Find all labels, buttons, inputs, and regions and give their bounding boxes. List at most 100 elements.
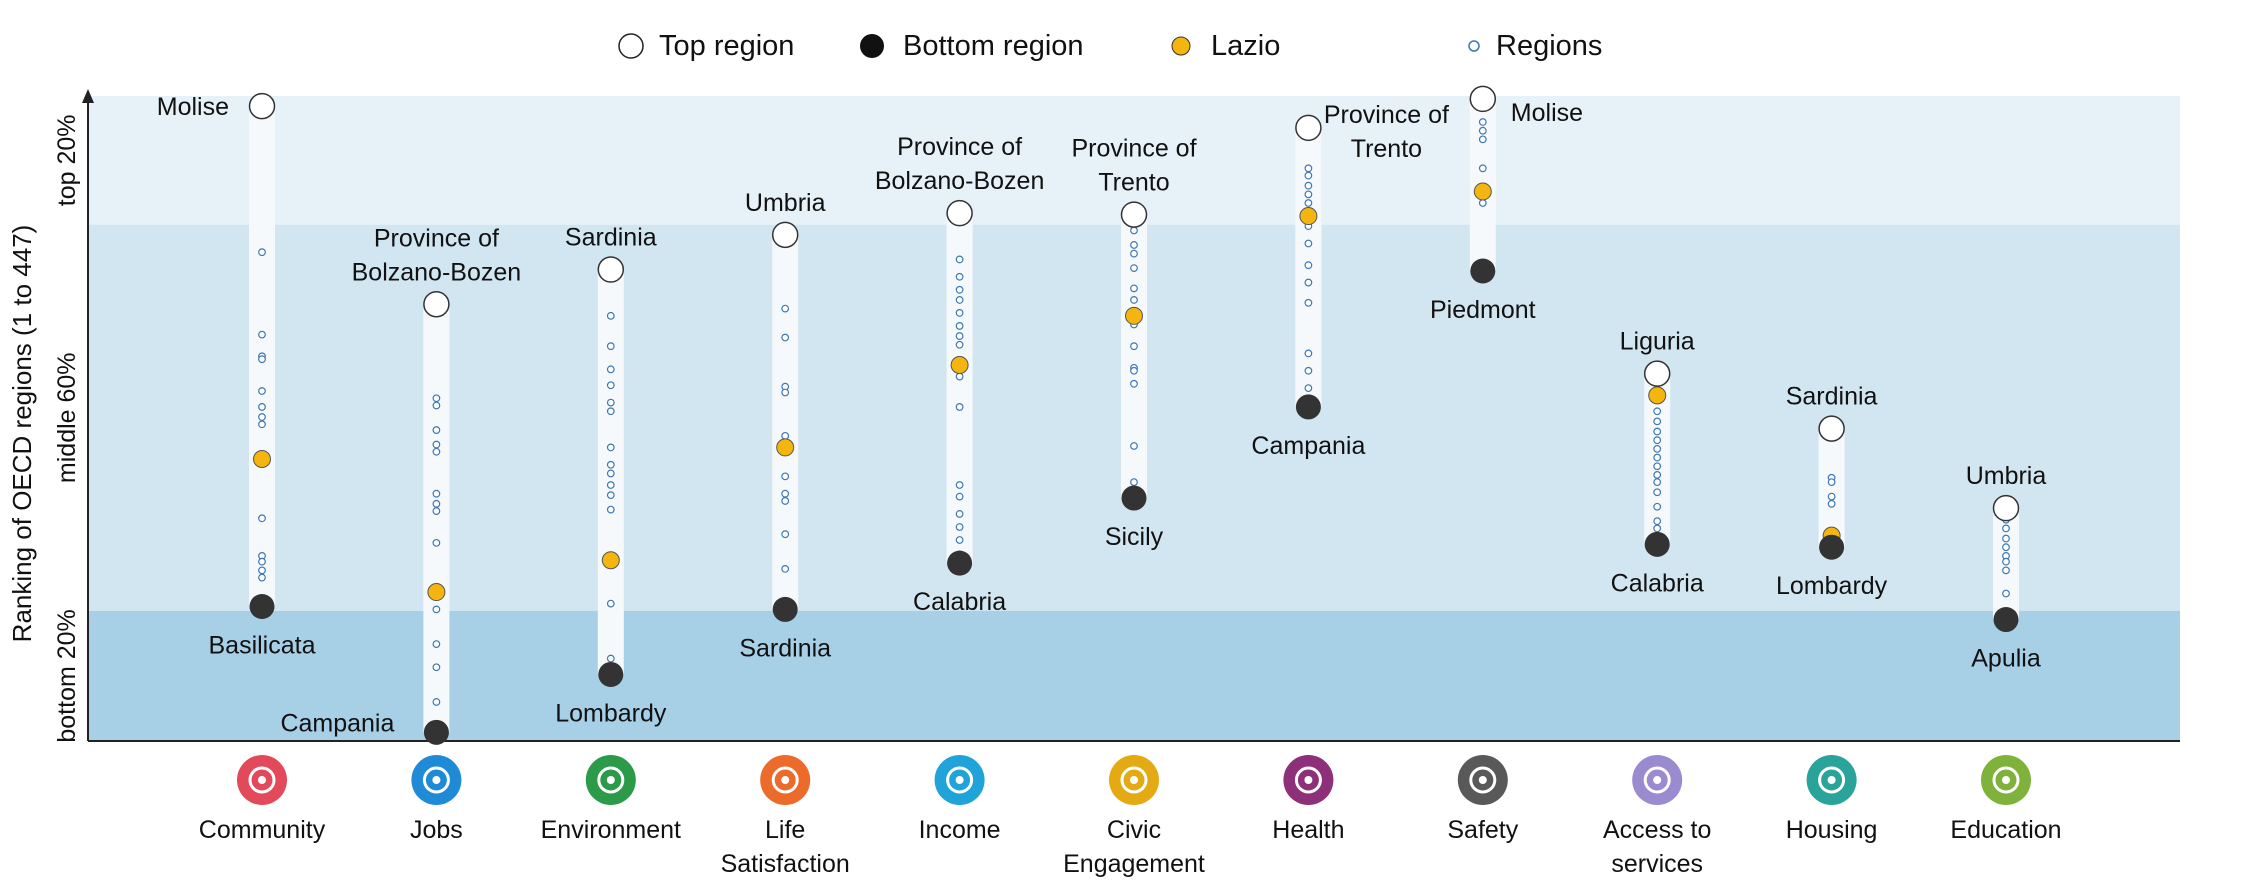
bottom-region-label: Campania <box>280 709 394 737</box>
lazio-point <box>601 551 620 570</box>
region-point <box>1478 164 1487 173</box>
bottom-region-label: Campania <box>1251 432 1365 460</box>
band-label-top-20: top 20% <box>53 114 81 206</box>
jobs-icon <box>411 755 462 805</box>
bottom-region-label: Lombardy <box>555 699 667 727</box>
region-point <box>606 491 615 500</box>
legend-bottom-region: Bottom region <box>860 30 1084 62</box>
region-point <box>1130 226 1138 235</box>
lazio-point <box>950 355 969 374</box>
top-region-label: Province of Trento <box>1324 101 1449 163</box>
region-point <box>1304 190 1313 199</box>
band-label-bottom-20: bottom 20% <box>53 609 81 742</box>
category-label: Access to services <box>1603 816 1711 878</box>
region-point <box>1304 366 1313 375</box>
top-region-point <box>1818 415 1845 442</box>
safety-icon <box>1457 755 1508 805</box>
lazio-point <box>253 449 271 468</box>
range-bar <box>423 304 450 733</box>
region-point <box>955 340 964 349</box>
region-point <box>955 285 964 294</box>
bottom-region-point <box>947 550 973 576</box>
legend-regions-label: Regions <box>1496 30 1602 62</box>
region-point <box>606 365 615 374</box>
region-point <box>1130 342 1138 351</box>
bottom-region-label: Lombardy <box>1776 572 1888 600</box>
legend-bottom-marker <box>860 34 884 58</box>
lazio-point <box>1125 306 1143 325</box>
housing-icon <box>1806 755 1857 805</box>
civic-engagement-icon <box>1109 755 1159 805</box>
bottom-region-label: Calabria <box>1611 569 1704 597</box>
region-point <box>606 505 615 514</box>
region-point <box>1130 249 1138 258</box>
column-jobs: Province of Bolzano-Bozen Campania Jobs <box>280 224 521 844</box>
region-point <box>781 489 790 498</box>
region-point <box>258 355 266 364</box>
range-bar <box>1121 214 1147 499</box>
legend-bottom-label: Bottom region <box>903 30 1084 62</box>
region-point <box>1304 199 1313 207</box>
category-label: Safety <box>1447 816 1518 844</box>
top-region-point <box>771 221 799 249</box>
region-point <box>955 272 964 281</box>
health-icon <box>1283 755 1334 805</box>
column-health: Province of Trento Campania Health <box>1251 101 1449 844</box>
region-point <box>955 322 964 330</box>
bottom-region-label: Basilicata <box>209 632 316 660</box>
bottom-region-point <box>1295 394 1321 420</box>
y-axis-label: Ranking of OECD regions (1 to 447) <box>7 225 37 643</box>
region-point <box>1653 488 1662 497</box>
region-point <box>1478 135 1487 144</box>
column-environment: Sardinia Lombardy Environment <box>541 224 681 844</box>
region-point <box>955 481 964 489</box>
column-life-satisfaction: Umbria Sardinia Life Satisfaction <box>721 189 850 878</box>
region-point <box>258 420 266 429</box>
category-label: Jobs <box>410 816 463 844</box>
top-region-point <box>597 256 625 283</box>
region-point <box>606 407 615 416</box>
bottom-region-point <box>1819 534 1845 560</box>
category-label: Education <box>1950 816 2061 844</box>
region-point <box>606 342 615 351</box>
top-region-point <box>1120 201 1148 228</box>
legend-regions-marker <box>1468 40 1480 52</box>
column-income: Province of Bolzano-Bozen Calabria Income <box>875 133 1045 844</box>
region-point <box>1653 517 1662 526</box>
region-point <box>606 599 615 608</box>
region-point <box>432 640 441 649</box>
region-point <box>1130 264 1138 272</box>
region-point <box>1304 278 1313 287</box>
region-point <box>781 565 790 573</box>
column-housing: Sardinia Lombardy Housing <box>1776 383 1888 844</box>
region-point <box>258 403 266 411</box>
top-region-label: Province of Bolzano-Bozen <box>875 133 1045 195</box>
region-point <box>606 381 615 390</box>
region-point <box>781 333 790 342</box>
region-point <box>1130 296 1138 304</box>
region-point <box>1653 478 1662 487</box>
region-point <box>258 557 266 566</box>
region-point <box>955 510 964 518</box>
category-label: Health <box>1272 816 1344 844</box>
region-point <box>1130 442 1138 450</box>
bottom-region-point <box>1470 258 1496 284</box>
column-civic-engagement: Province of Trento Sicily Civic Engagement <box>1063 135 1205 878</box>
region-point <box>1304 171 1313 180</box>
region-point <box>1827 499 1836 508</box>
region-point <box>1653 502 1662 511</box>
bottom-region-point <box>1121 485 1147 511</box>
region-point <box>1653 407 1662 416</box>
region-point <box>258 248 266 257</box>
bottom-region-label: Sicily <box>1105 523 1164 551</box>
legend: Top region Bottom region Lazio Regions <box>618 30 1602 62</box>
region-point <box>1653 427 1662 436</box>
region-point <box>2002 543 2010 552</box>
bottom-region-label: Sardinia <box>739 634 831 662</box>
bottom-region-label: Calabria <box>913 588 1006 616</box>
lazio-point <box>1648 386 1667 405</box>
lazio-point <box>776 438 795 457</box>
region-point <box>1653 444 1662 453</box>
region-point <box>432 440 441 449</box>
